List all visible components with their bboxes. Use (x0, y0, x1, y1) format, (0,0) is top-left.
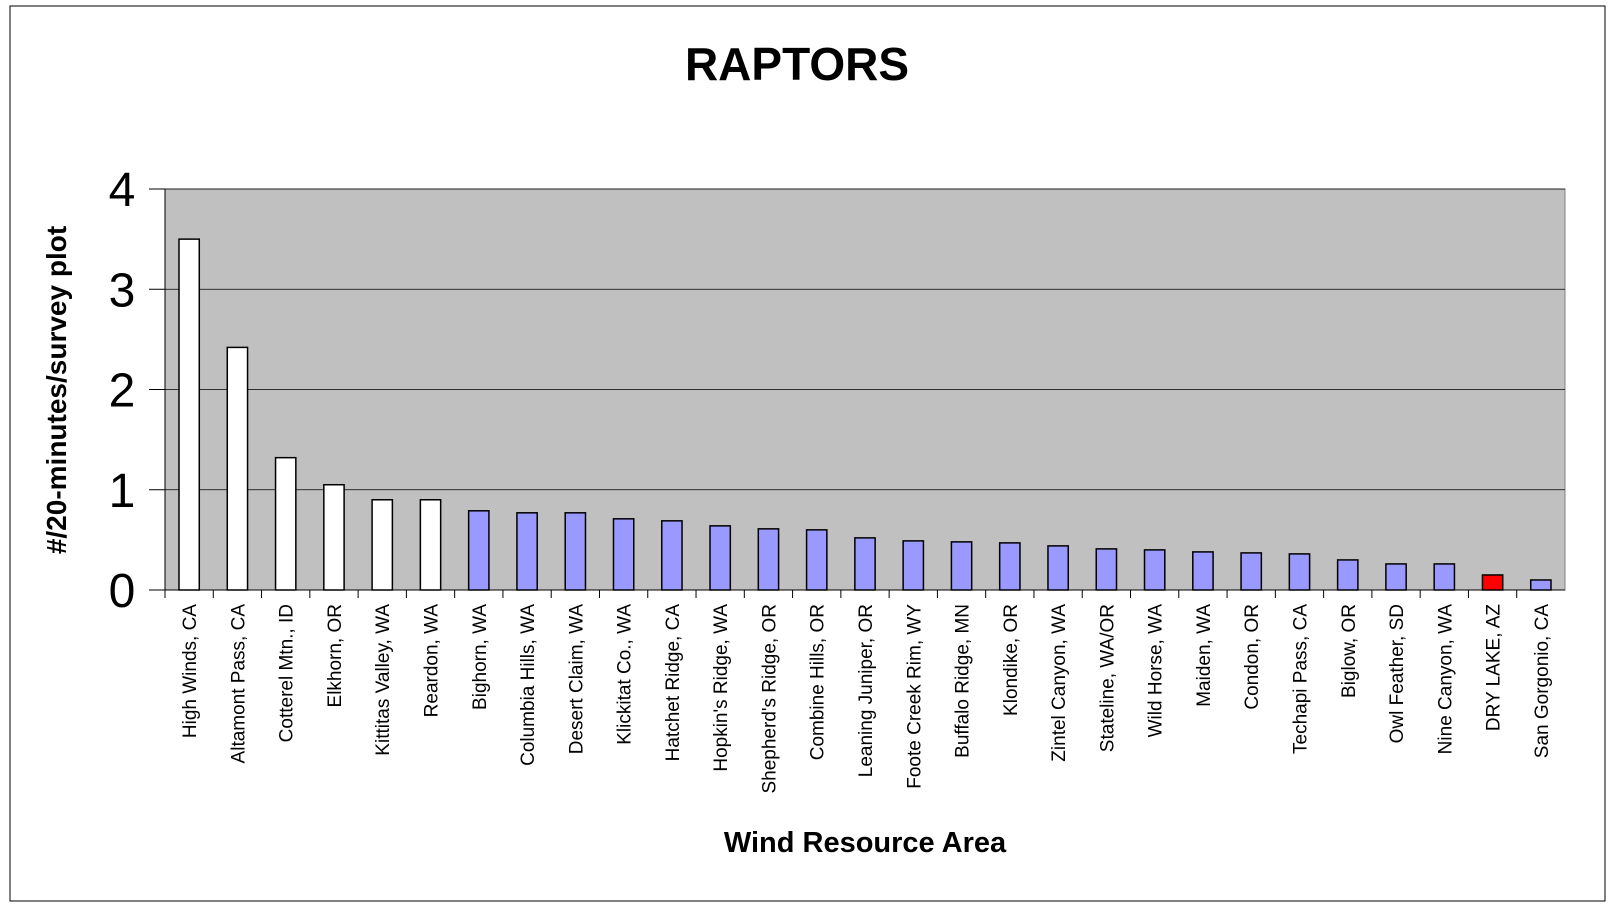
bar (323, 483, 345, 591)
bar (178, 238, 201, 591)
bar (998, 542, 1021, 591)
x-tick-label: Leaning Juniper, OR (856, 604, 877, 777)
bar (1047, 545, 1069, 591)
x-tick-label: Columbia Hills, WA (518, 604, 539, 766)
y-tick-label: 0 (109, 565, 136, 618)
bar (419, 499, 442, 591)
y-tick-label: 2 (109, 365, 136, 418)
x-tick-label: Hopkin's Ridge, WA (711, 604, 732, 772)
x-tick-label: Elkhorn, OR (325, 604, 346, 707)
bar (371, 499, 394, 591)
x-tick-label: High Winds, CA (180, 604, 201, 738)
bar (1143, 549, 1166, 591)
bar (226, 346, 249, 591)
y-tick-label: 3 (109, 264, 136, 317)
x-tick-label: Reardon, WA (422, 604, 443, 718)
bar (1240, 552, 1263, 591)
bar (902, 540, 925, 591)
x-tick-label: Wild Horse, WA (1146, 604, 1167, 738)
y-axis-title: #/20-minutes/survey plot (41, 226, 72, 554)
y-tick-label: 1 (109, 465, 136, 518)
x-tick-label: Techapi Pass, CA (1290, 604, 1311, 754)
bar (1288, 553, 1311, 591)
bar (467, 510, 490, 591)
x-tick-label: Kittitas Valley, WA (373, 604, 394, 756)
x-tick-label: Klickitat Co., WA (615, 604, 636, 745)
bar (854, 537, 876, 591)
x-tick-label: San Gorgonio, CA (1532, 604, 1553, 759)
x-tick-label: Bighorn, WA (470, 604, 491, 710)
bar (612, 518, 635, 591)
x-tick-label: Hatchet Ridge, CA (663, 604, 684, 762)
bar (1481, 574, 1504, 591)
bar (661, 520, 683, 591)
y-tick-label: 4 (109, 164, 136, 217)
x-tick-label: Nine Canyon, WA (1435, 604, 1456, 755)
x-tick-label: Klondike, OR (1001, 604, 1022, 716)
bar (1336, 559, 1359, 591)
x-tick-label: Shepherd's Ridge, OR (759, 604, 780, 794)
bar (805, 529, 828, 591)
x-tick-label: Zintel Canyon, WA (1049, 604, 1070, 762)
bar (1529, 579, 1552, 591)
x-tick-label: Maiden, WA (1194, 604, 1215, 707)
x-tick-label: Buffalo Ridge, MN (953, 604, 974, 758)
x-tick-label: Altamont Pass, CA (228, 604, 249, 764)
bar (1433, 563, 1456, 591)
bar (1095, 548, 1118, 591)
x-tick-label: Owl Feather, SD (1387, 604, 1408, 743)
bar (757, 528, 780, 591)
bar (274, 456, 297, 591)
x-tick-label: Stateline, WA/OR (1097, 604, 1118, 752)
x-tick-label: Combine Hills, OR (808, 604, 829, 760)
x-tick-label: Foote Creek Rim, WY (904, 604, 925, 789)
bar (1385, 563, 1407, 591)
bar (516, 512, 538, 591)
x-tick-label: Condon, OR (1242, 604, 1263, 710)
x-tick-label: Cotterel Mtn., ID (277, 604, 298, 742)
bar (709, 525, 732, 591)
chart-title: RAPTORS (685, 38, 909, 90)
x-tick-label: Desert Claim, WA (566, 604, 587, 755)
bar (1192, 551, 1214, 591)
bar (564, 512, 587, 591)
x-axis-title: Wind Resource Area (724, 827, 1007, 859)
x-tick-label: DRY LAKE, AZ (1484, 604, 1505, 731)
x-tick-label: Biglow, OR (1339, 604, 1360, 698)
bar (950, 541, 973, 591)
